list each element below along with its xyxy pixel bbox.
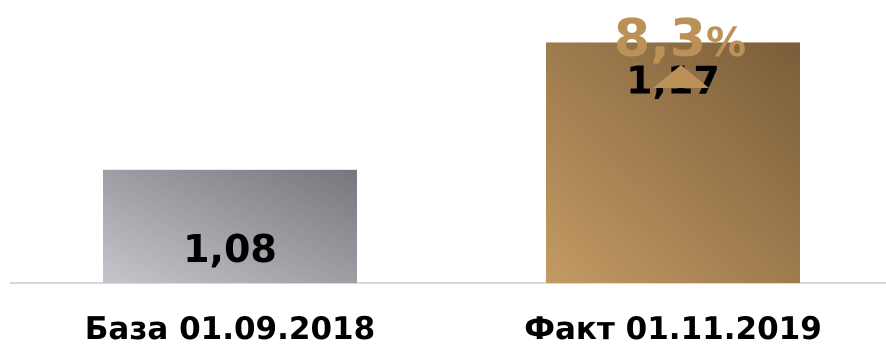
bar-1 — [103, 169, 357, 283]
increase-number: 8,3 — [614, 9, 706, 69]
increase-unit: % — [706, 20, 746, 66]
bar-value-label-1: 1,08 — [183, 227, 277, 271]
category-label-2: Факт 01.11.2019 — [524, 311, 822, 345]
increase-annotation: 8,3% — [614, 9, 746, 88]
triangle-up-icon — [653, 65, 709, 88]
category-label-1: База 01.09.2018 — [85, 311, 375, 345]
increase-percentage-label: 8,3% — [614, 9, 746, 69]
